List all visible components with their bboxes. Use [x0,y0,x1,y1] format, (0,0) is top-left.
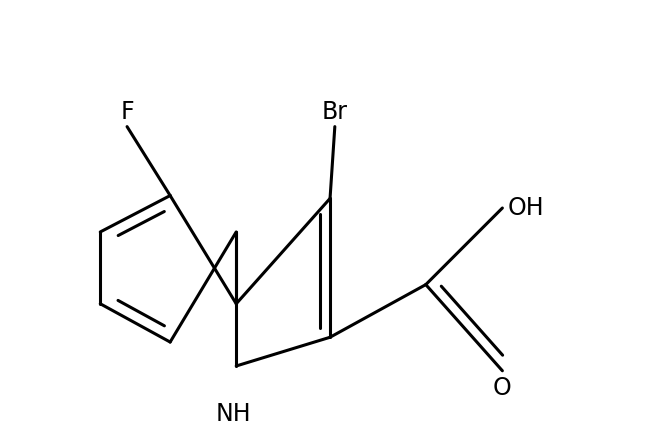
Text: Br: Br [322,100,348,124]
Text: F: F [120,100,134,124]
Text: O: O [493,375,512,399]
Text: NH: NH [216,403,251,426]
Text: OH: OH [507,196,544,220]
